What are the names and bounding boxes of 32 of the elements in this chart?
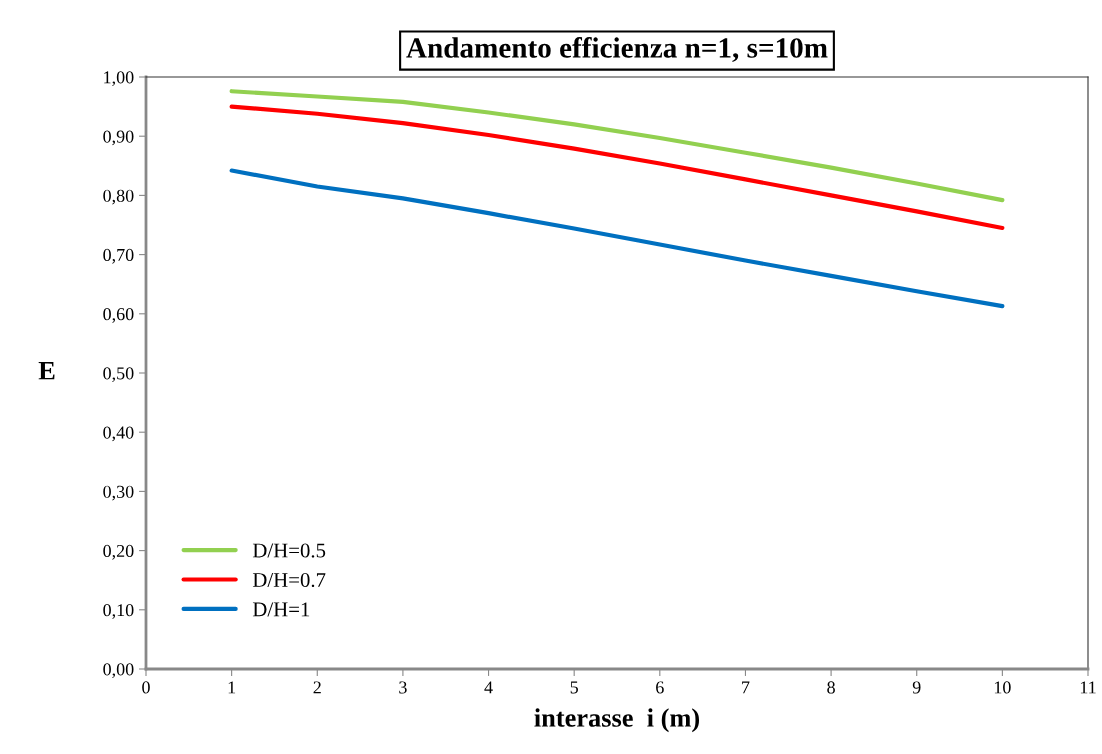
x-tick-label: 4 (484, 681, 493, 694)
x-tick-label: 10 (994, 681, 1011, 694)
y-tick-label: 0,90 (103, 130, 134, 146)
chart-title: Andamento efficienza n=1, s=10m (406, 37, 828, 63)
y-tick-label: 0,20 (103, 544, 134, 560)
x-tick-label: 6 (656, 681, 664, 694)
x-tick-label: 9 (912, 681, 921, 694)
x-tick-label: 1 (228, 681, 236, 694)
line-series (229, 104, 1005, 231)
y-tick-label: 0,80 (103, 189, 134, 205)
y-tick-label: 0,70 (103, 248, 134, 264)
y-tick-label: 0,00 (103, 663, 134, 679)
y-axis-title: E (38, 362, 55, 380)
y-tick-label: 0,10 (103, 604, 134, 619)
y-tick-label: 0,40 (103, 426, 134, 442)
x-tick-label: 5 (570, 681, 578, 694)
legend-label: D/H=0.7 (252, 572, 326, 588)
x-tick-label: 0 (142, 681, 150, 694)
line-series (229, 89, 1005, 203)
x-tick-label: 11 (1080, 681, 1096, 694)
y-tick-label: 0,50 (103, 367, 134, 383)
x-tick-label: 8 (827, 681, 835, 694)
legend-label: D/H=1 (252, 602, 310, 617)
legend-label: D/H=0.5 (252, 543, 326, 558)
x-tick-label: 3 (399, 681, 407, 694)
line-series (229, 168, 1005, 309)
y-tick-label: 0,60 (103, 308, 134, 323)
y-tick-label: 0,30 (103, 485, 134, 501)
x-tick-label: 2 (313, 681, 321, 694)
y-tick-label: 1,00 (104, 71, 134, 87)
x-tick-label: 7 (742, 681, 750, 694)
x-axis-title: interasse i (m) (534, 708, 700, 733)
